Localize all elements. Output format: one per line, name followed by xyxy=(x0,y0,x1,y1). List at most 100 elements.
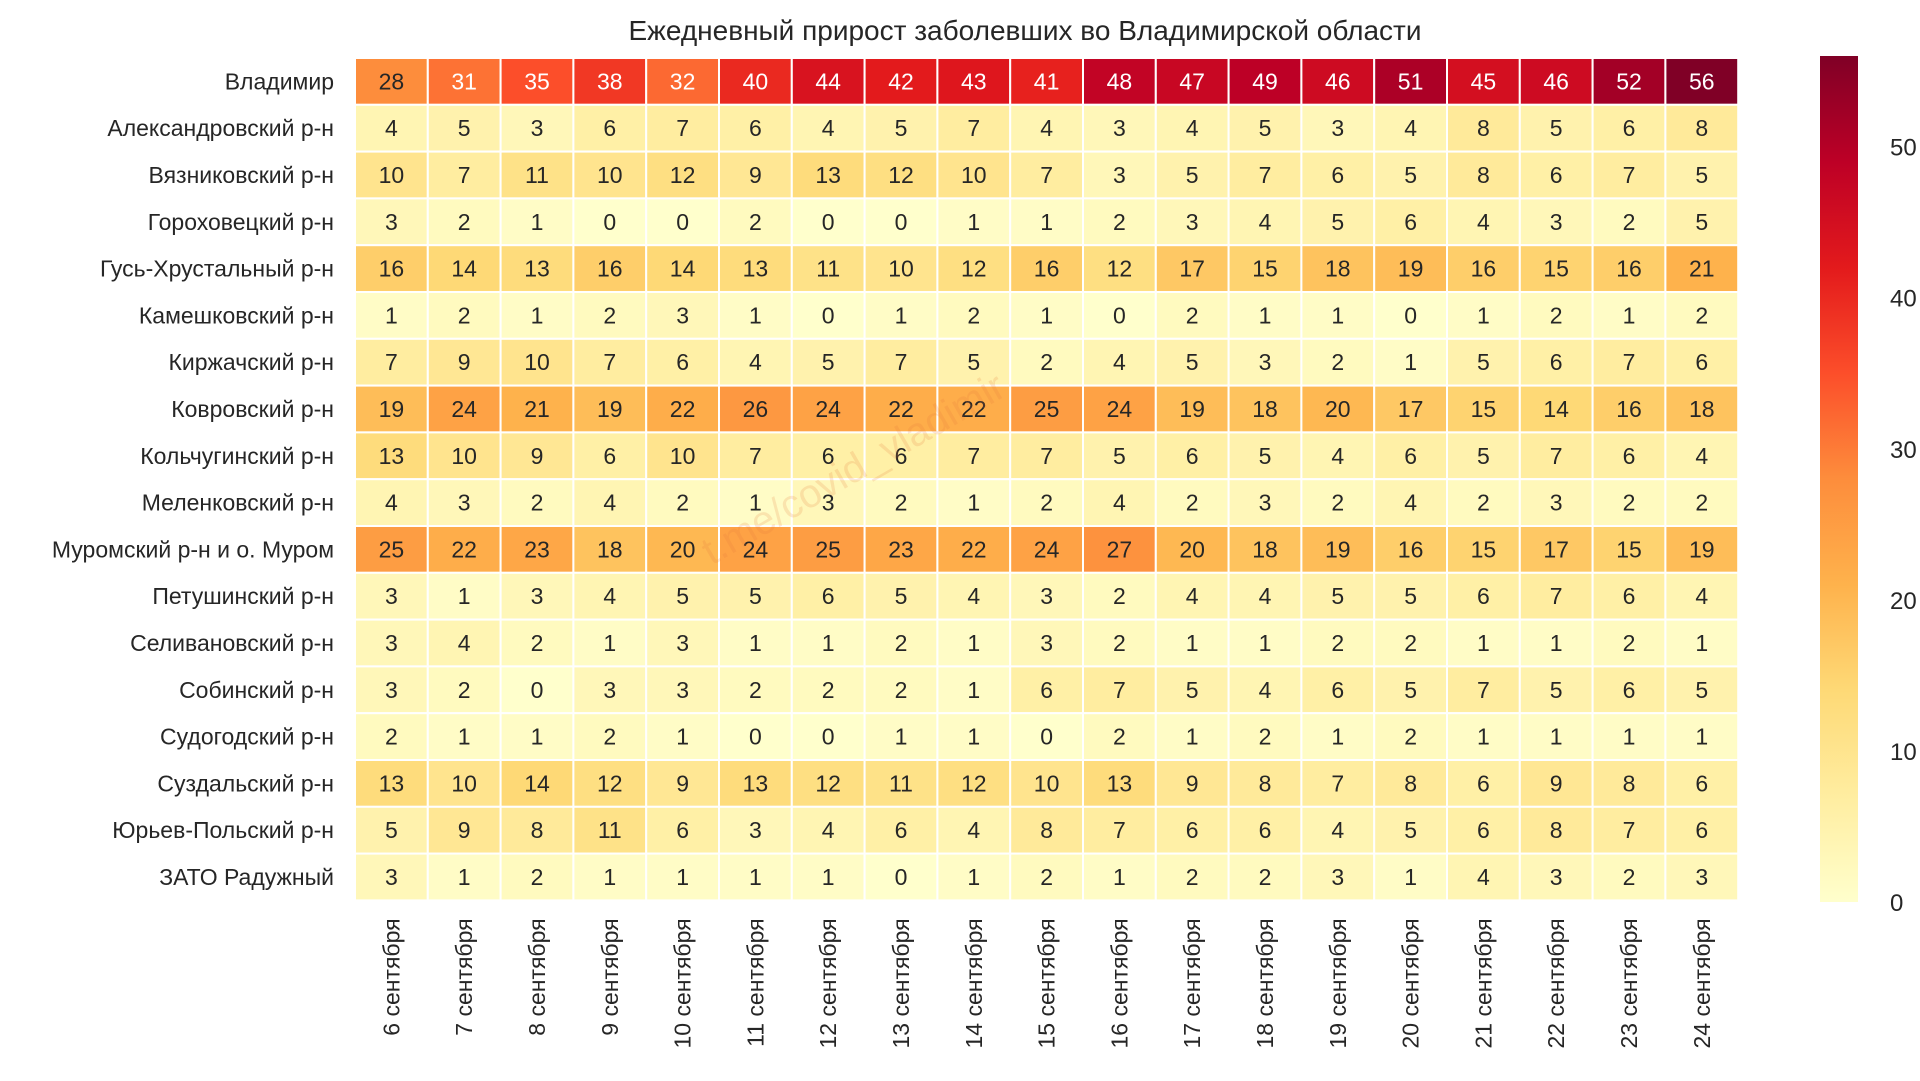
cell-value-label: 1 xyxy=(531,209,544,235)
cell-value-label: 7 xyxy=(603,349,616,375)
cell-value-label: 2 xyxy=(1040,349,1053,375)
heatmap-cell xyxy=(718,337,793,387)
cell-value-label: 3 xyxy=(531,583,544,609)
cell-value-label: 1 xyxy=(749,302,762,328)
cell-value-label: 21 xyxy=(1689,256,1715,282)
heatmap-cell xyxy=(1009,57,1085,106)
cell-value-label: 1 xyxy=(603,630,616,656)
cell-value-label: 2 xyxy=(749,677,762,703)
cell-value-label: 19 xyxy=(1398,256,1424,282)
heatmap-cell xyxy=(1591,150,1667,200)
heatmap-cell xyxy=(1518,291,1594,340)
column-labels: 6 сентября 7 сентября 8 сентября 9 сентября… xyxy=(378,918,1714,1048)
cell-value-label: 12 xyxy=(670,162,696,188)
heatmap-cell xyxy=(936,337,1012,387)
cell-value-label: 7 xyxy=(1623,817,1636,843)
row-label: Собинский р-н xyxy=(179,677,334,703)
column-label: 17 сентября xyxy=(1179,918,1205,1048)
cell-value-label: 18 xyxy=(597,536,623,562)
heatmap-cell xyxy=(572,852,648,902)
cell-value-label: 7 xyxy=(967,115,980,141)
heatmap-cell xyxy=(936,852,1012,902)
cell-value-label: 0 xyxy=(895,864,908,890)
cell-value-label: 1 xyxy=(1623,302,1636,328)
cell-value-label: 5 xyxy=(1259,115,1272,141)
row-label: Ковровский р-н xyxy=(171,396,334,422)
cell-value-label: 2 xyxy=(603,302,616,328)
colorbar-tick-label: 20 xyxy=(1890,588,1917,615)
heatmap-cell xyxy=(572,618,648,668)
cell-value-label: 1 xyxy=(1550,630,1563,656)
heatmap-cell xyxy=(1300,525,1376,574)
column-label: 10 сентября xyxy=(670,918,696,1048)
cell-value-label: 4 xyxy=(1186,583,1199,609)
cell-value-label: 20 xyxy=(670,536,696,562)
heatmap-cell xyxy=(1009,759,1085,808)
cell-value-label: 1 xyxy=(967,630,980,656)
cell-value-label: 6 xyxy=(1331,677,1344,703)
cell-value-label: 2 xyxy=(458,677,471,703)
cell-value-label: 0 xyxy=(676,209,689,235)
cell-value-label: 4 xyxy=(1259,677,1272,703)
cell-value-label: 49 xyxy=(1252,68,1278,94)
cell-value-label: 7 xyxy=(1550,583,1563,609)
row-label: Юрьев-Польский р-н xyxy=(112,817,334,843)
row-label: Селивановский р-н xyxy=(130,630,334,656)
heatmap-cell xyxy=(1227,431,1303,481)
heatmap-cell xyxy=(1446,337,1521,387)
heatmap-cell xyxy=(354,337,429,387)
cell-value-label: 7 xyxy=(1550,443,1563,469)
cell-value-label: 5 xyxy=(1186,677,1199,703)
cell-value-label: 40 xyxy=(743,68,769,94)
heatmap-cell xyxy=(1664,197,1740,247)
column-label: 9 сентября xyxy=(597,918,623,1035)
heatmap-cell xyxy=(1227,478,1303,528)
cell-value-label: 13 xyxy=(379,443,405,469)
heatmap-cell xyxy=(1154,431,1230,481)
heatmap-cell xyxy=(1009,337,1085,387)
cell-value-label: 5 xyxy=(385,817,398,843)
cell-value-label: 1 xyxy=(1477,302,1490,328)
cell-value-label: 0 xyxy=(749,724,762,750)
cell-value-label: 17 xyxy=(1398,396,1424,422)
cell-value-label: 7 xyxy=(676,115,689,141)
heatmap-cell xyxy=(1518,103,1594,153)
heatmap-cell xyxy=(426,805,502,855)
heatmap-cell xyxy=(863,759,939,808)
cell-value-label: 2 xyxy=(895,677,908,703)
cell-value-label: 1 xyxy=(967,677,980,703)
cell-value-label: 43 xyxy=(961,68,987,94)
heatmap-cell xyxy=(1154,852,1230,902)
cell-value-label: 10 xyxy=(379,162,405,188)
cell-value-label: 3 xyxy=(1331,115,1344,141)
cell-value-label: 4 xyxy=(967,583,980,609)
row-label: Вязниковский р-н xyxy=(148,162,334,188)
cell-value-label: 12 xyxy=(961,770,987,796)
heatmap-cell xyxy=(354,103,429,153)
cell-value-label: 24 xyxy=(451,396,477,422)
cell-value-label: 13 xyxy=(743,256,769,282)
heatmap-cell xyxy=(1227,525,1303,574)
heatmap-cell xyxy=(790,291,866,340)
heatmap-cell xyxy=(572,291,648,340)
cell-value-label: 16 xyxy=(1398,536,1424,562)
cell-value-label: 3 xyxy=(676,302,689,328)
cell-value-label: 3 xyxy=(385,864,398,890)
cell-value-label: 14 xyxy=(451,256,477,282)
cell-value-label: 1 xyxy=(749,490,762,516)
cell-value-label: 2 xyxy=(1695,302,1708,328)
heatmap-cell xyxy=(1591,337,1667,387)
heatmap-cell xyxy=(499,291,575,340)
cell-value-label: 1 xyxy=(1259,630,1272,656)
heatmap-cell xyxy=(1664,291,1740,340)
column-label: 14 сентября xyxy=(961,918,987,1048)
heatmap-cell xyxy=(1446,571,1521,621)
heatmap-cell xyxy=(790,150,866,200)
heatmap-cell xyxy=(1154,571,1230,621)
heatmap-cell xyxy=(790,665,866,715)
column-label: 18 сентября xyxy=(1252,918,1278,1048)
cell-value-label: 4 xyxy=(1695,583,1708,609)
heatmap-cell xyxy=(1518,57,1594,106)
heatmap-cell xyxy=(499,384,575,434)
cell-value-label: 32 xyxy=(670,68,696,94)
